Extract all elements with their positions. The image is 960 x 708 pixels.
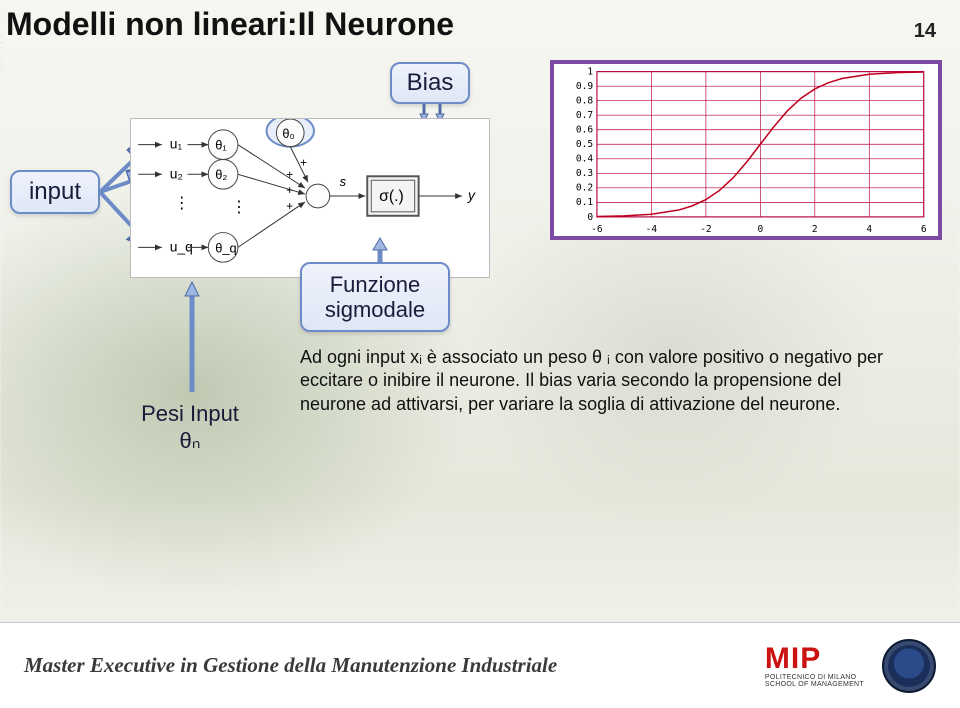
svg-text:0.3: 0.3 — [576, 168, 593, 179]
bias-label: Bias — [407, 69, 454, 97]
bias-label-box: Bias — [390, 62, 470, 104]
pesi-label-2: θₙ — [141, 427, 239, 455]
svg-text:θ₁: θ₁ — [215, 138, 226, 153]
sigmoid-chart: -6 -4 -2 0 2 4 6 0 0.1 0.2 0.3 0.4 0.5 0.6 0.7 0.8 0.9 1 — [550, 60, 942, 240]
svg-text:σ(.): σ(.) — [379, 188, 404, 205]
u1-label: u₁ — [170, 136, 183, 152]
svg-text:0: 0 — [587, 212, 593, 223]
svg-text:θ₂: θ₂ — [215, 167, 227, 182]
mip-logo-text: MIP — [765, 644, 821, 674]
svg-text:-6: -6 — [591, 224, 603, 235]
svg-text:θ_q: θ_q — [215, 240, 236, 255]
footer: Master Executive in Gestione della Manut… — [0, 622, 960, 708]
svg-text:0.1: 0.1 — [576, 197, 593, 208]
footer-title: Master Executive in Gestione della Manut… — [24, 653, 557, 678]
svg-text:0.4: 0.4 — [576, 154, 593, 165]
svg-text:y: y — [467, 187, 476, 203]
mip-logo: MIP POLITECNICO DI MILANO SCHOOL OF MANA… — [765, 644, 864, 688]
svg-text:s: s — [340, 174, 347, 189]
svg-text:-4: -4 — [646, 224, 658, 235]
svg-text:4: 4 — [866, 224, 872, 235]
input-label: input — [29, 178, 81, 206]
mip-logo-sub1: POLITECNICO DI MILANO — [765, 674, 856, 681]
svg-text:0.8: 0.8 — [576, 96, 593, 107]
slide-title: Modelli non lineari:Il Neurone — [6, 6, 454, 43]
svg-text:1: 1 — [587, 67, 593, 78]
input-label-box: input — [10, 170, 100, 214]
svg-text:0.5: 0.5 — [576, 139, 593, 150]
svg-text:0.2: 0.2 — [576, 183, 593, 194]
neuron-diagram: u₁ u₂ u_q ⋮ θ₁ θ₂ θ_q θ₀ ⋮ + + + + s — [130, 118, 490, 278]
svg-text:+: + — [300, 155, 307, 169]
sigmoid-label-1: Funzione — [325, 272, 425, 297]
mip-logo-sub2: SCHOOL OF MANAGEMENT — [765, 681, 864, 688]
description-text: Ad ogni input xᵢ è associato un peso θ ᵢ… — [300, 346, 910, 416]
footer-logos: MIP POLITECNICO DI MILANO SCHOOL OF MANA… — [765, 639, 936, 693]
svg-text:⋮: ⋮ — [174, 195, 190, 212]
svg-text:0: 0 — [757, 224, 763, 235]
u2-label: u₂ — [170, 165, 183, 181]
svg-text:6: 6 — [921, 224, 927, 235]
svg-text:+: + — [286, 183, 293, 197]
pesi-arrow — [180, 280, 204, 392]
svg-text:0.6: 0.6 — [576, 125, 593, 136]
svg-text:2: 2 — [812, 224, 818, 235]
pesi-label-1: Pesi Input — [141, 400, 239, 428]
svg-text:⋮: ⋮ — [231, 199, 247, 216]
page-number: 14 — [914, 20, 936, 43]
pesi-label-box: Pesi Input θₙ — [110, 392, 270, 462]
sigmoid-label-2: sigmodale — [325, 297, 425, 322]
university-seal-icon — [882, 639, 936, 693]
svg-text:0.7: 0.7 — [576, 110, 593, 121]
svg-text:θ₀: θ₀ — [282, 126, 294, 141]
uq-label: u_q — [170, 238, 193, 254]
sigmoid-label-box: Funzione sigmodale — [300, 262, 450, 332]
svg-text:0.9: 0.9 — [576, 81, 593, 92]
svg-text:+: + — [286, 167, 293, 181]
svg-text:-2: -2 — [700, 224, 712, 235]
svg-text:+: + — [286, 199, 293, 213]
